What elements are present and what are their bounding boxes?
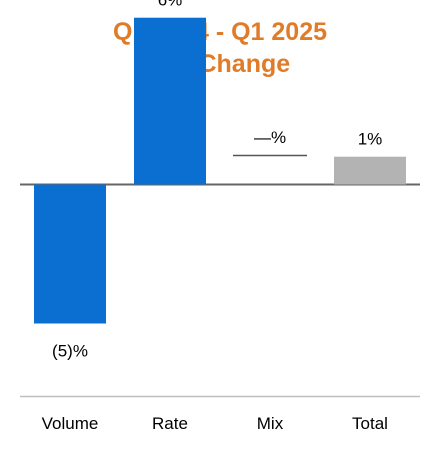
category-labels-layer: Volume Rate Mix Total (42, 414, 388, 433)
category-label-rate: Rate (152, 414, 188, 433)
bar-total (334, 156, 406, 185)
data-label-rate: 6% (158, 0, 183, 10)
data-label-total: 1% (358, 130, 383, 149)
category-label-total: Total (352, 414, 388, 433)
category-label-volume: Volume (42, 414, 99, 433)
data-labels-layer: (5)% 6% —% 1% (52, 0, 383, 361)
data-label-volume: (5)% (52, 342, 88, 361)
bars-layer (34, 17, 406, 324)
category-label-mix: Mix (257, 414, 284, 433)
bar-rate (134, 17, 206, 185)
data-label-mix: —% (254, 128, 286, 147)
bar-volume (34, 184, 106, 324)
